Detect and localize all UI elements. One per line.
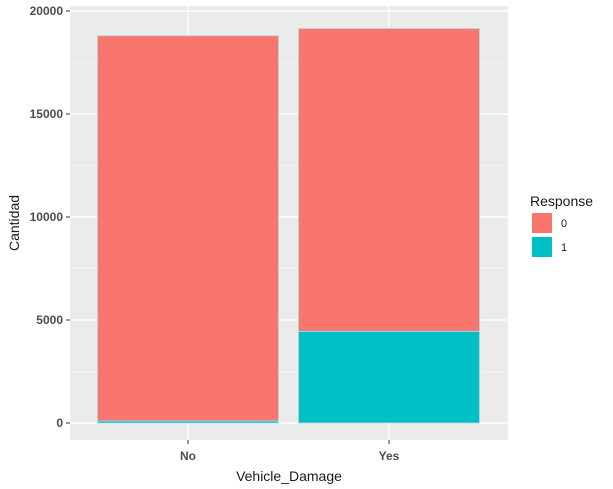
legend: Response 0 1 xyxy=(530,193,593,257)
x-tick-label: No xyxy=(180,449,196,463)
legend-key-0 xyxy=(532,213,552,233)
y-tick-label: 15000 xyxy=(30,107,64,121)
bar-yes-response-1 xyxy=(298,330,480,424)
y-tick-label: 20000 xyxy=(30,4,64,18)
bar-yes-response-0 xyxy=(298,28,480,332)
legend-label-0: 0 xyxy=(561,218,567,230)
bars xyxy=(97,28,480,424)
y-tick-label: 10000 xyxy=(30,210,64,224)
x-axis-title: Vehicle_Damage xyxy=(236,468,342,484)
legend-key-1 xyxy=(532,237,552,257)
y-axis-title: Cantidad xyxy=(6,195,22,251)
x-axis: No Yes xyxy=(180,440,400,463)
bar-no-response-0 xyxy=(97,35,279,422)
y-tick-label: 5000 xyxy=(36,313,63,327)
x-tick-label: Yes xyxy=(379,449,400,463)
legend-title: Response xyxy=(530,193,593,209)
y-axis: 0 5000 10000 15000 20000 xyxy=(30,4,70,430)
y-tick-label: 0 xyxy=(56,416,63,430)
legend-label-1: 1 xyxy=(561,242,567,254)
